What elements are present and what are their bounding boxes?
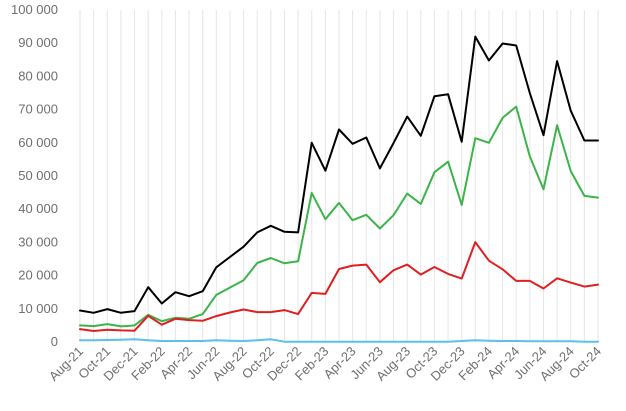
- series-line-1: [79, 35, 599, 314]
- y-tick-label: 0: [51, 334, 58, 349]
- y-tick-label: 90 000: [18, 35, 58, 50]
- y-tick-label: 20 000: [18, 268, 58, 283]
- y-tick-label: 30 000: [18, 234, 58, 249]
- series-line-3: [79, 241, 599, 332]
- series-line-4: [79, 338, 599, 343]
- y-axis-tick-labels: 0 10 000 20 000 30 000 40 000 50 000 60 000 70 …: [11, 2, 58, 349]
- y-tick-label: 40 000: [18, 201, 58, 216]
- x-tick-label: Aug-21: [46, 344, 86, 384]
- y-tick-label: 50 000: [18, 168, 58, 183]
- y-tick-label: 70 000: [18, 102, 58, 117]
- series-lines: [79, 35, 599, 343]
- series-line-2: [79, 105, 599, 328]
- y-tick-label: 80 000: [18, 68, 58, 83]
- y-tick-label: 10 000: [18, 301, 58, 316]
- y-tick-label: 60 000: [18, 135, 58, 150]
- x-axis-tick-labels: Aug-21Oct-21Dec-21Feb-22Apr-22Jun-22Aug-…: [46, 344, 604, 384]
- y-tick-label: 100 000: [11, 2, 58, 17]
